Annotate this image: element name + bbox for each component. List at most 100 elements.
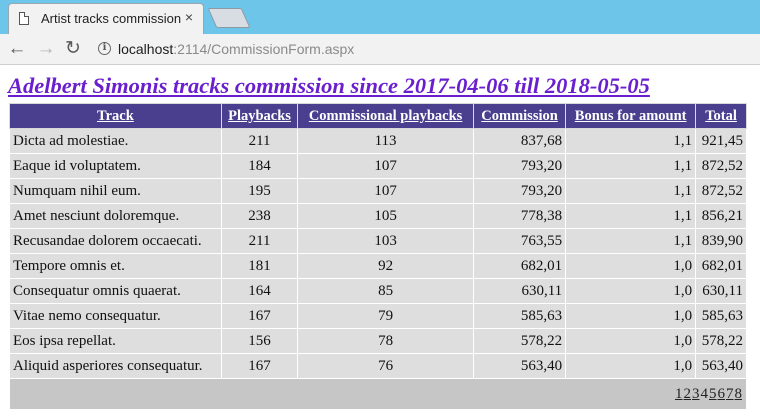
cell-commissional-playbacks: 76 [297, 353, 474, 379]
cell-bonus: 1,0 [565, 328, 697, 354]
cell-playbacks: 211 [220, 128, 299, 154]
cell-playbacks: 211 [220, 228, 299, 254]
pager-link-1[interactable]: 1 [675, 385, 683, 402]
url-host: localhost [118, 41, 174, 57]
table-row: Amet nesciunt doloremque. 238 105 778,38 1,1… [9, 203, 747, 229]
table-row: Recusandae dolorem occaecati. 211 103 763,5… [9, 228, 747, 254]
cell-bonus: 1,1 [565, 178, 697, 204]
cell-track: Eos ipsa repellat. [9, 328, 222, 354]
table-row: Eaque id voluptatem. 184 107 793,20 1,1 872,5… [9, 153, 747, 179]
header-track[interactable]: Track [9, 103, 222, 129]
cell-playbacks: 195 [220, 178, 299, 204]
cell-commissional-playbacks: 92 [297, 253, 474, 279]
cell-track: Tempore omnis et. [9, 253, 222, 279]
cell-bonus: 1,1 [565, 228, 697, 254]
table-row: Eos ipsa repellat. 156 78 578,22 1,0 578,22 [9, 328, 747, 354]
cell-commission: 778,38 [472, 203, 567, 229]
new-tab-button[interactable] [207, 8, 251, 28]
cell-bonus: 1,1 [565, 203, 697, 229]
cell-commissional-playbacks: 85 [297, 278, 474, 304]
cell-commission: 682,01 [472, 253, 567, 279]
table-row: Aliquid asperiores consequatur. 167 76 563,… [9, 353, 747, 379]
cell-commissional-playbacks: 113 [297, 128, 474, 154]
cell-track: Amet nesciunt doloremque. [9, 203, 222, 229]
cell-total: 682,01 [695, 253, 747, 279]
tab-title: Artist tracks commission [41, 11, 182, 26]
cell-playbacks: 164 [220, 278, 299, 304]
cell-commission: 793,20 [472, 153, 567, 179]
pager-link-5[interactable]: 5 [709, 385, 717, 402]
cell-bonus: 1,1 [565, 153, 697, 179]
cell-commission: 763,55 [472, 228, 567, 254]
cell-bonus: 1,0 [565, 278, 697, 304]
page-icon [19, 12, 29, 25]
table-row: Numquam nihil eum. 195 107 793,20 1,1 872,52 [9, 178, 747, 204]
header-commission[interactable]: Commission [472, 103, 567, 129]
header-commissional-playbacks[interactable]: Commissional playbacks [297, 103, 474, 129]
cell-track: Consequatur omnis quaerat. [9, 278, 222, 304]
cell-commissional-playbacks: 78 [297, 328, 474, 354]
browser-toolbar: ← → ↻ i localhost:2114/CommissionForm.as… [0, 34, 760, 65]
cell-commission: 585,63 [472, 303, 567, 329]
reload-icon[interactable]: ↻ [65, 38, 81, 59]
cell-track: Aliquid asperiores consequatur. [9, 353, 222, 379]
pager-link-6[interactable]: 6 [717, 385, 726, 402]
browser-tabstrip: Artist tracks commission × [0, 0, 760, 34]
cell-total: 563,40 [695, 353, 747, 379]
pager-link-8[interactable]: 8 [734, 385, 743, 402]
cell-playbacks: 238 [220, 203, 299, 229]
pager-link-3[interactable]: 3 [692, 385, 700, 402]
cell-total: 872,52 [695, 153, 747, 179]
cell-track: Vitae nemo consequatur. [9, 303, 222, 329]
info-icon[interactable]: i [98, 42, 111, 55]
cell-total: 921,45 [695, 128, 747, 154]
cell-playbacks: 184 [220, 153, 299, 179]
close-icon[interactable]: × [184, 9, 193, 25]
cell-track: Eaque id voluptatem. [9, 153, 222, 179]
commission-table: Track Playbacks Commissional playbacks C… [9, 103, 747, 410]
cell-playbacks: 167 [220, 353, 299, 379]
header-total[interactable]: Total [695, 103, 747, 129]
header-playbacks[interactable]: Playbacks [220, 103, 299, 129]
table-row: Dicta ad molestiae. 211 113 837,68 1,1 921,45 [9, 128, 747, 154]
cell-commission: 793,20 [472, 178, 567, 204]
forward-arrow-icon[interactable]: → [36, 38, 56, 59]
url-path: :2114/CommissionForm.aspx [173, 41, 355, 57]
pager-link-7[interactable]: 7 [726, 385, 734, 402]
cell-bonus: 1,1 [565, 128, 697, 154]
cell-commissional-playbacks: 103 [297, 228, 474, 254]
cell-commissional-playbacks: 107 [297, 153, 474, 179]
cell-playbacks: 156 [220, 328, 299, 354]
table-row: Vitae nemo consequatur. 167 79 585,63 1,0 585… [9, 303, 747, 329]
cell-total: 872,52 [695, 178, 747, 204]
cell-bonus: 1,0 [565, 253, 697, 279]
cell-total: 585,63 [695, 303, 747, 329]
table-row: Tempore omnis et. 181 92 682,01 1,0 682,01 [9, 253, 747, 279]
cell-commission: 630,11 [472, 278, 567, 304]
cell-total: 630,11 [695, 278, 747, 304]
page-title[interactable]: Adelbert Simonis tracks commission since… [8, 73, 650, 98]
header-bonus-for-amount[interactable]: Bonus for amount [565, 103, 697, 129]
cell-playbacks: 181 [220, 253, 299, 279]
cell-playbacks: 167 [220, 303, 299, 329]
cell-commissional-playbacks: 79 [297, 303, 474, 329]
back-arrow-icon[interactable]: ← [7, 38, 27, 59]
cell-bonus: 1,0 [565, 303, 697, 329]
pager-row: 12345678 [9, 378, 747, 410]
cell-commission: 837,68 [472, 128, 567, 154]
table-header-row: Track Playbacks Commissional playbacks C… [9, 103, 747, 129]
cell-total: 856,21 [695, 203, 747, 229]
browser-tab[interactable]: Artist tracks commission × [8, 3, 204, 34]
cell-total: 578,22 [695, 328, 747, 354]
cell-commissional-playbacks: 105 [297, 203, 474, 229]
cell-track: Dicta ad molestiae. [9, 128, 222, 154]
pager: 12345678 [9, 378, 747, 410]
cell-total: 839,90 [695, 228, 747, 254]
pager-link-4[interactable]: 4 [700, 385, 709, 402]
cell-track: Recusandae dolorem occaecati. [9, 228, 222, 254]
cell-commission: 578,22 [472, 328, 567, 354]
pager-link-2[interactable]: 2 [683, 385, 692, 402]
address-bar[interactable]: localhost:2114/CommissionForm.aspx [118, 41, 354, 57]
cell-track: Numquam nihil eum. [9, 178, 222, 204]
cell-bonus: 1,0 [565, 353, 697, 379]
